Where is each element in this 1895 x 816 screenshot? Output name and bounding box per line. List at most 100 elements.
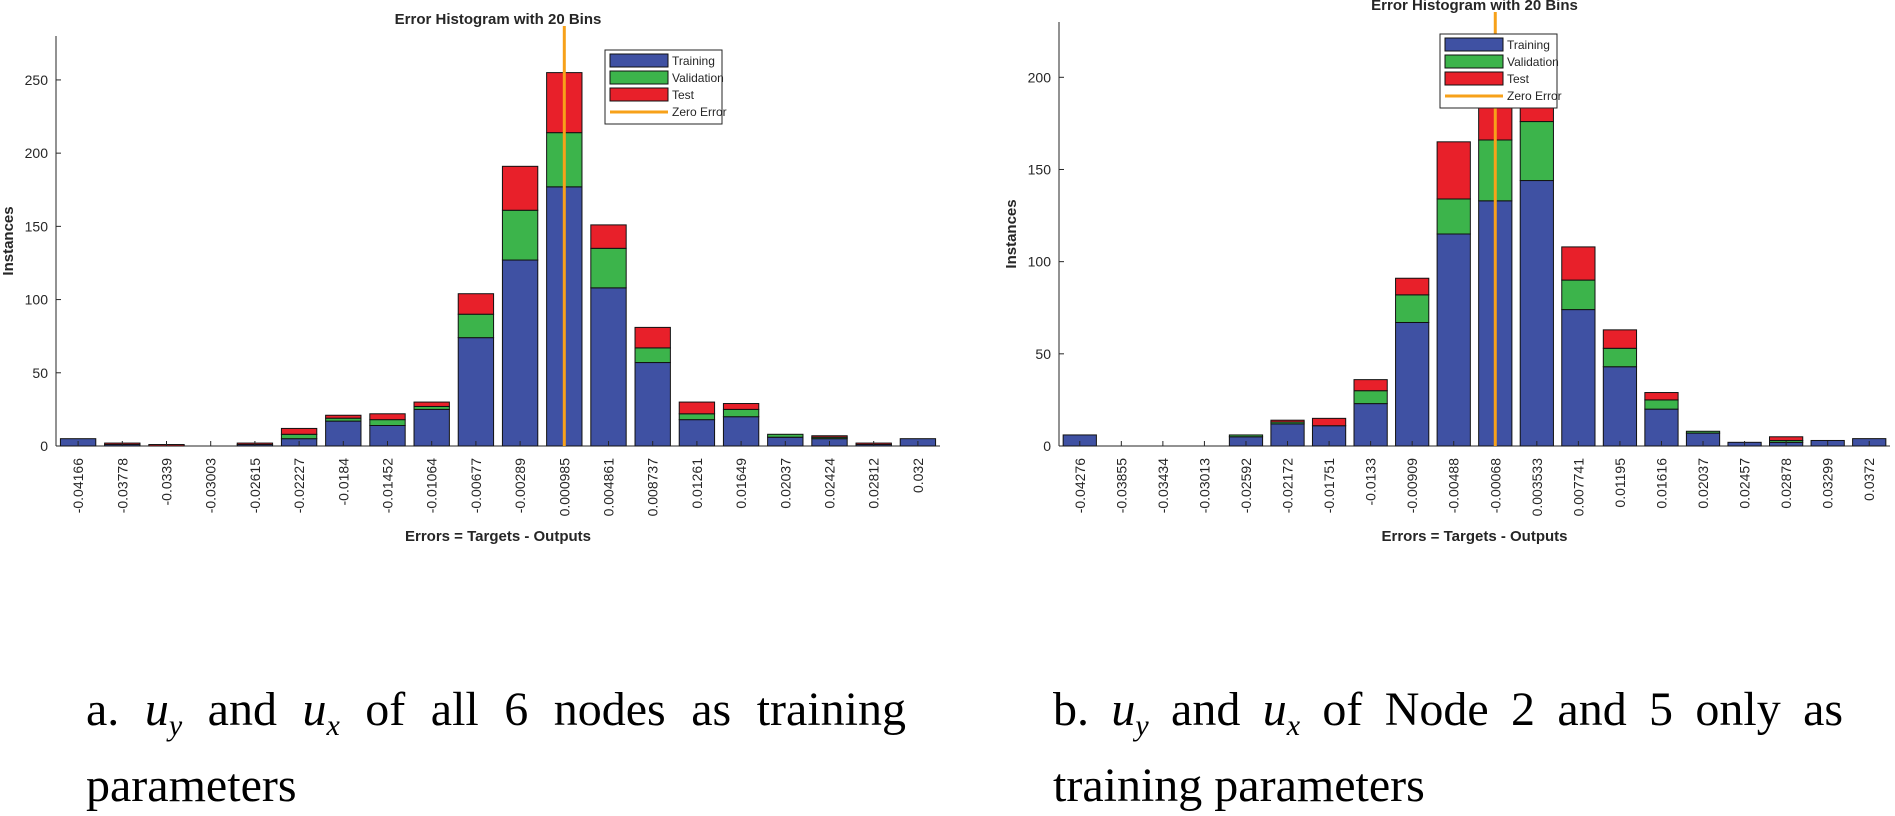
bar-validation-15	[722, 408, 760, 418]
x-tick-label: -0.01064	[424, 458, 440, 513]
x-tick-label: 0.008737	[645, 458, 661, 517]
bar-validation-14	[678, 413, 716, 421]
x-tick-label: -0.03855	[1113, 458, 1129, 513]
bar-test-5	[1270, 419, 1305, 423]
bar-validation-4	[1228, 434, 1264, 438]
x-tick-label: -0.00068	[1487, 458, 1503, 513]
bar-test-12	[590, 224, 627, 249]
bar-test-14	[1644, 392, 1679, 401]
bar-training-11	[1519, 180, 1554, 447]
caption-a-sub1: y	[168, 709, 183, 742]
error-histogram-b: 0 50 100 150 200 -0.04276 -0.03855 -0.03434 -0.0…	[1003, 0, 1890, 545]
bar-test-9	[1436, 141, 1471, 200]
bar-test-15	[722, 403, 760, 410]
x-tick-label: -0.02172	[1280, 458, 1296, 513]
legend-label: Training	[672, 54, 715, 68]
x-tick-label: 0.02037	[1695, 458, 1711, 509]
caption-b-sub2: x	[1286, 709, 1301, 742]
y-tick-label: 0	[40, 438, 48, 454]
bar-validation-13	[634, 347, 671, 364]
bar-validation-5	[280, 433, 318, 440]
caption-a-label: a.	[86, 683, 120, 736]
caption-a-var2: u	[302, 683, 327, 736]
caption-a: a. uy and ux of all 6 nodes as training …	[86, 680, 906, 816]
legend-label: Test	[672, 88, 695, 102]
x-tick-label: -0.00677	[468, 458, 484, 513]
chart-title: Error Histogram with 20 Bins	[395, 11, 602, 28]
x-tick-label: -0.01751	[1321, 458, 1337, 513]
caption-b-var1: u	[1111, 683, 1136, 736]
bar-test-6	[1311, 417, 1347, 427]
caption-b-label: b.	[1053, 683, 1089, 736]
bar-test-9	[457, 293, 495, 315]
x-tick-label: 0.01261	[689, 458, 705, 509]
bar-test-13	[634, 326, 671, 349]
bar-validation-12	[590, 247, 627, 289]
bar-test-17	[811, 435, 848, 438]
legend-label: Validation	[672, 71, 724, 85]
x-tick-label: 0.003533	[1529, 458, 1545, 517]
x-tick-label: -0.0184	[335, 458, 351, 506]
error-histogram-a: 0 50 100 150 200 250 -0.04166 -0.03778 -0.0339 -0…	[0, 11, 940, 545]
x-tick-label: 0.02812	[866, 458, 882, 509]
bar-validation-16	[767, 433, 804, 438]
x-tick-label: -0.03013	[1196, 458, 1212, 513]
x-tick-label: -0.03003	[203, 458, 219, 513]
legend-swatch-test	[1444, 71, 1504, 86]
bar-test-7	[369, 413, 406, 421]
y-tick-label: 100	[1028, 254, 1052, 270]
y-tick-label: 50	[32, 365, 48, 381]
x-tick-label: 0.02457	[1737, 458, 1753, 509]
bar-training-10	[501, 259, 539, 447]
bar-test-10	[501, 165, 539, 211]
legend-swatch-validation	[1444, 54, 1504, 69]
x-tick-label: -0.00909	[1404, 458, 1420, 513]
y-axis-label: Instances	[0, 206, 17, 275]
bar-test-17	[1769, 436, 1804, 441]
x-tick-label: -0.02615	[247, 458, 263, 513]
y-tick-label: 150	[25, 218, 49, 234]
legend-swatch-training	[609, 53, 669, 68]
bar-test-5	[280, 427, 318, 435]
y-tick-label: 150	[1028, 161, 1052, 177]
x-tick-label: 0.032	[910, 458, 926, 493]
histogram-panel-b: 0 50 100 150 200 -0.04276 -0.03855 -0.03434 -0.0…	[1003, 0, 1895, 812]
x-tick-label: -0.0133	[1363, 458, 1379, 506]
bar-validation-12	[1561, 279, 1596, 311]
bar-validation-11	[1519, 121, 1554, 182]
legend: Training Validation Test Zero Error	[604, 49, 727, 125]
x-tick-label: -0.03778	[114, 458, 130, 513]
bar-training-7	[1353, 403, 1388, 447]
bar-validation-10	[501, 209, 539, 261]
x-tick-label: 0.007741	[1570, 458, 1586, 517]
y-tick-label: 0	[1043, 438, 1051, 454]
caption-a-and: and	[207, 683, 277, 736]
chart-title: Error Histogram with 20 Bins	[1371, 0, 1578, 14]
x-tick-label: -0.04276	[1072, 458, 1088, 513]
bar-test-7	[1353, 379, 1388, 392]
bar-validation-7	[1353, 390, 1388, 405]
legend-label: Test	[1507, 72, 1530, 86]
x-tick-label: -0.0339	[159, 458, 175, 506]
bar-test-12	[1561, 246, 1596, 281]
y-tick-label: 100	[25, 292, 49, 308]
legend-label: Zero Error	[1507, 89, 1562, 103]
x-tick-label: 0.004861	[601, 458, 617, 517]
caption-a-var1: u	[144, 683, 169, 736]
bar-validation-8	[1395, 294, 1430, 323]
x-tick-label: -0.00289	[512, 458, 528, 513]
bar-validation-7	[369, 419, 406, 426]
x-tick-label: 0.0372	[1861, 458, 1877, 501]
x-tick-label: 0.01649	[733, 458, 749, 509]
x-tick-label: 0.02037	[777, 458, 793, 509]
bar-training-12	[590, 287, 627, 447]
bar-test-8	[1395, 277, 1430, 296]
caption-b-var2: u	[1262, 683, 1287, 736]
x-tick-label: 0.02424	[822, 458, 838, 509]
legend-swatch-validation	[609, 70, 669, 85]
x-axis-label: Errors = Targets - Outputs	[405, 528, 591, 545]
bar-training-12	[1561, 309, 1596, 447]
y-tick-label: 200	[1028, 69, 1052, 85]
x-tick-label: 0.03299	[1820, 458, 1836, 509]
bar-test-14	[678, 401, 716, 415]
